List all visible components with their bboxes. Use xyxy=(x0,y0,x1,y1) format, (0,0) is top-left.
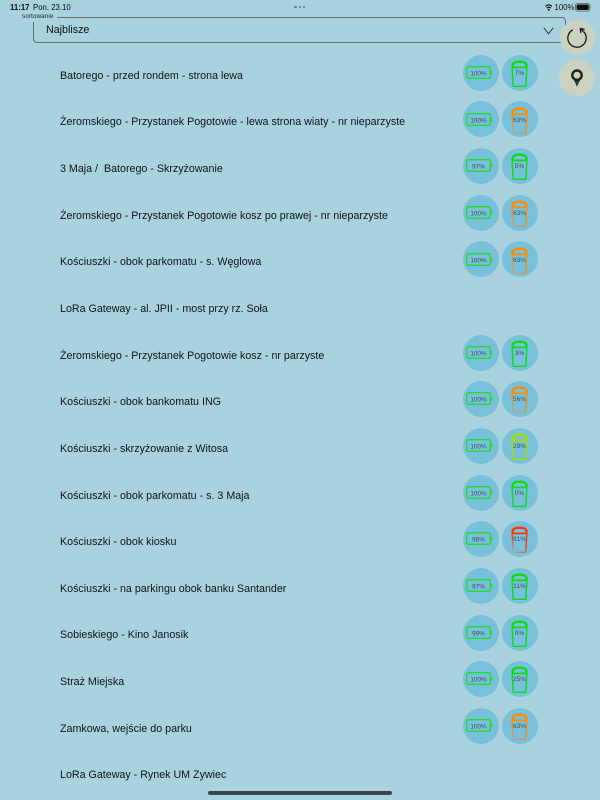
svg-text:97%: 97% xyxy=(472,583,485,590)
svg-text:25%: 25% xyxy=(513,676,526,683)
svg-text:63%: 63% xyxy=(513,210,526,217)
svg-text:100%: 100% xyxy=(471,723,488,730)
svg-text:0%: 0% xyxy=(515,630,525,637)
svg-text:100%: 100% xyxy=(471,397,488,404)
svg-text:63%: 63% xyxy=(513,117,526,124)
svg-text:100%: 100% xyxy=(471,257,488,264)
svg-text:100%: 100% xyxy=(471,70,488,77)
svg-text:100%: 100% xyxy=(471,210,488,217)
svg-text:63%: 63% xyxy=(513,723,526,730)
svg-text:11%: 11% xyxy=(513,583,526,590)
svg-text:56%: 56% xyxy=(513,396,526,403)
svg-text:29%: 29% xyxy=(513,443,526,450)
svg-text:3%: 3% xyxy=(515,350,525,357)
svg-text:0%: 0% xyxy=(515,490,525,497)
svg-text:63%: 63% xyxy=(513,257,526,264)
svg-text:100%: 100% xyxy=(471,677,488,684)
svg-text:100%: 100% xyxy=(471,444,488,451)
svg-text:97%: 97% xyxy=(472,164,485,171)
svg-text:5%: 5% xyxy=(515,163,525,170)
svg-text:98%: 98% xyxy=(472,537,485,544)
svg-text:81%: 81% xyxy=(513,536,526,543)
svg-text:7%: 7% xyxy=(515,70,525,77)
svg-text:100%: 100% xyxy=(471,117,488,124)
svg-text:100%: 100% xyxy=(471,350,488,357)
svg-text:100%: 100% xyxy=(471,490,488,497)
svg-text:99%: 99% xyxy=(472,630,485,637)
